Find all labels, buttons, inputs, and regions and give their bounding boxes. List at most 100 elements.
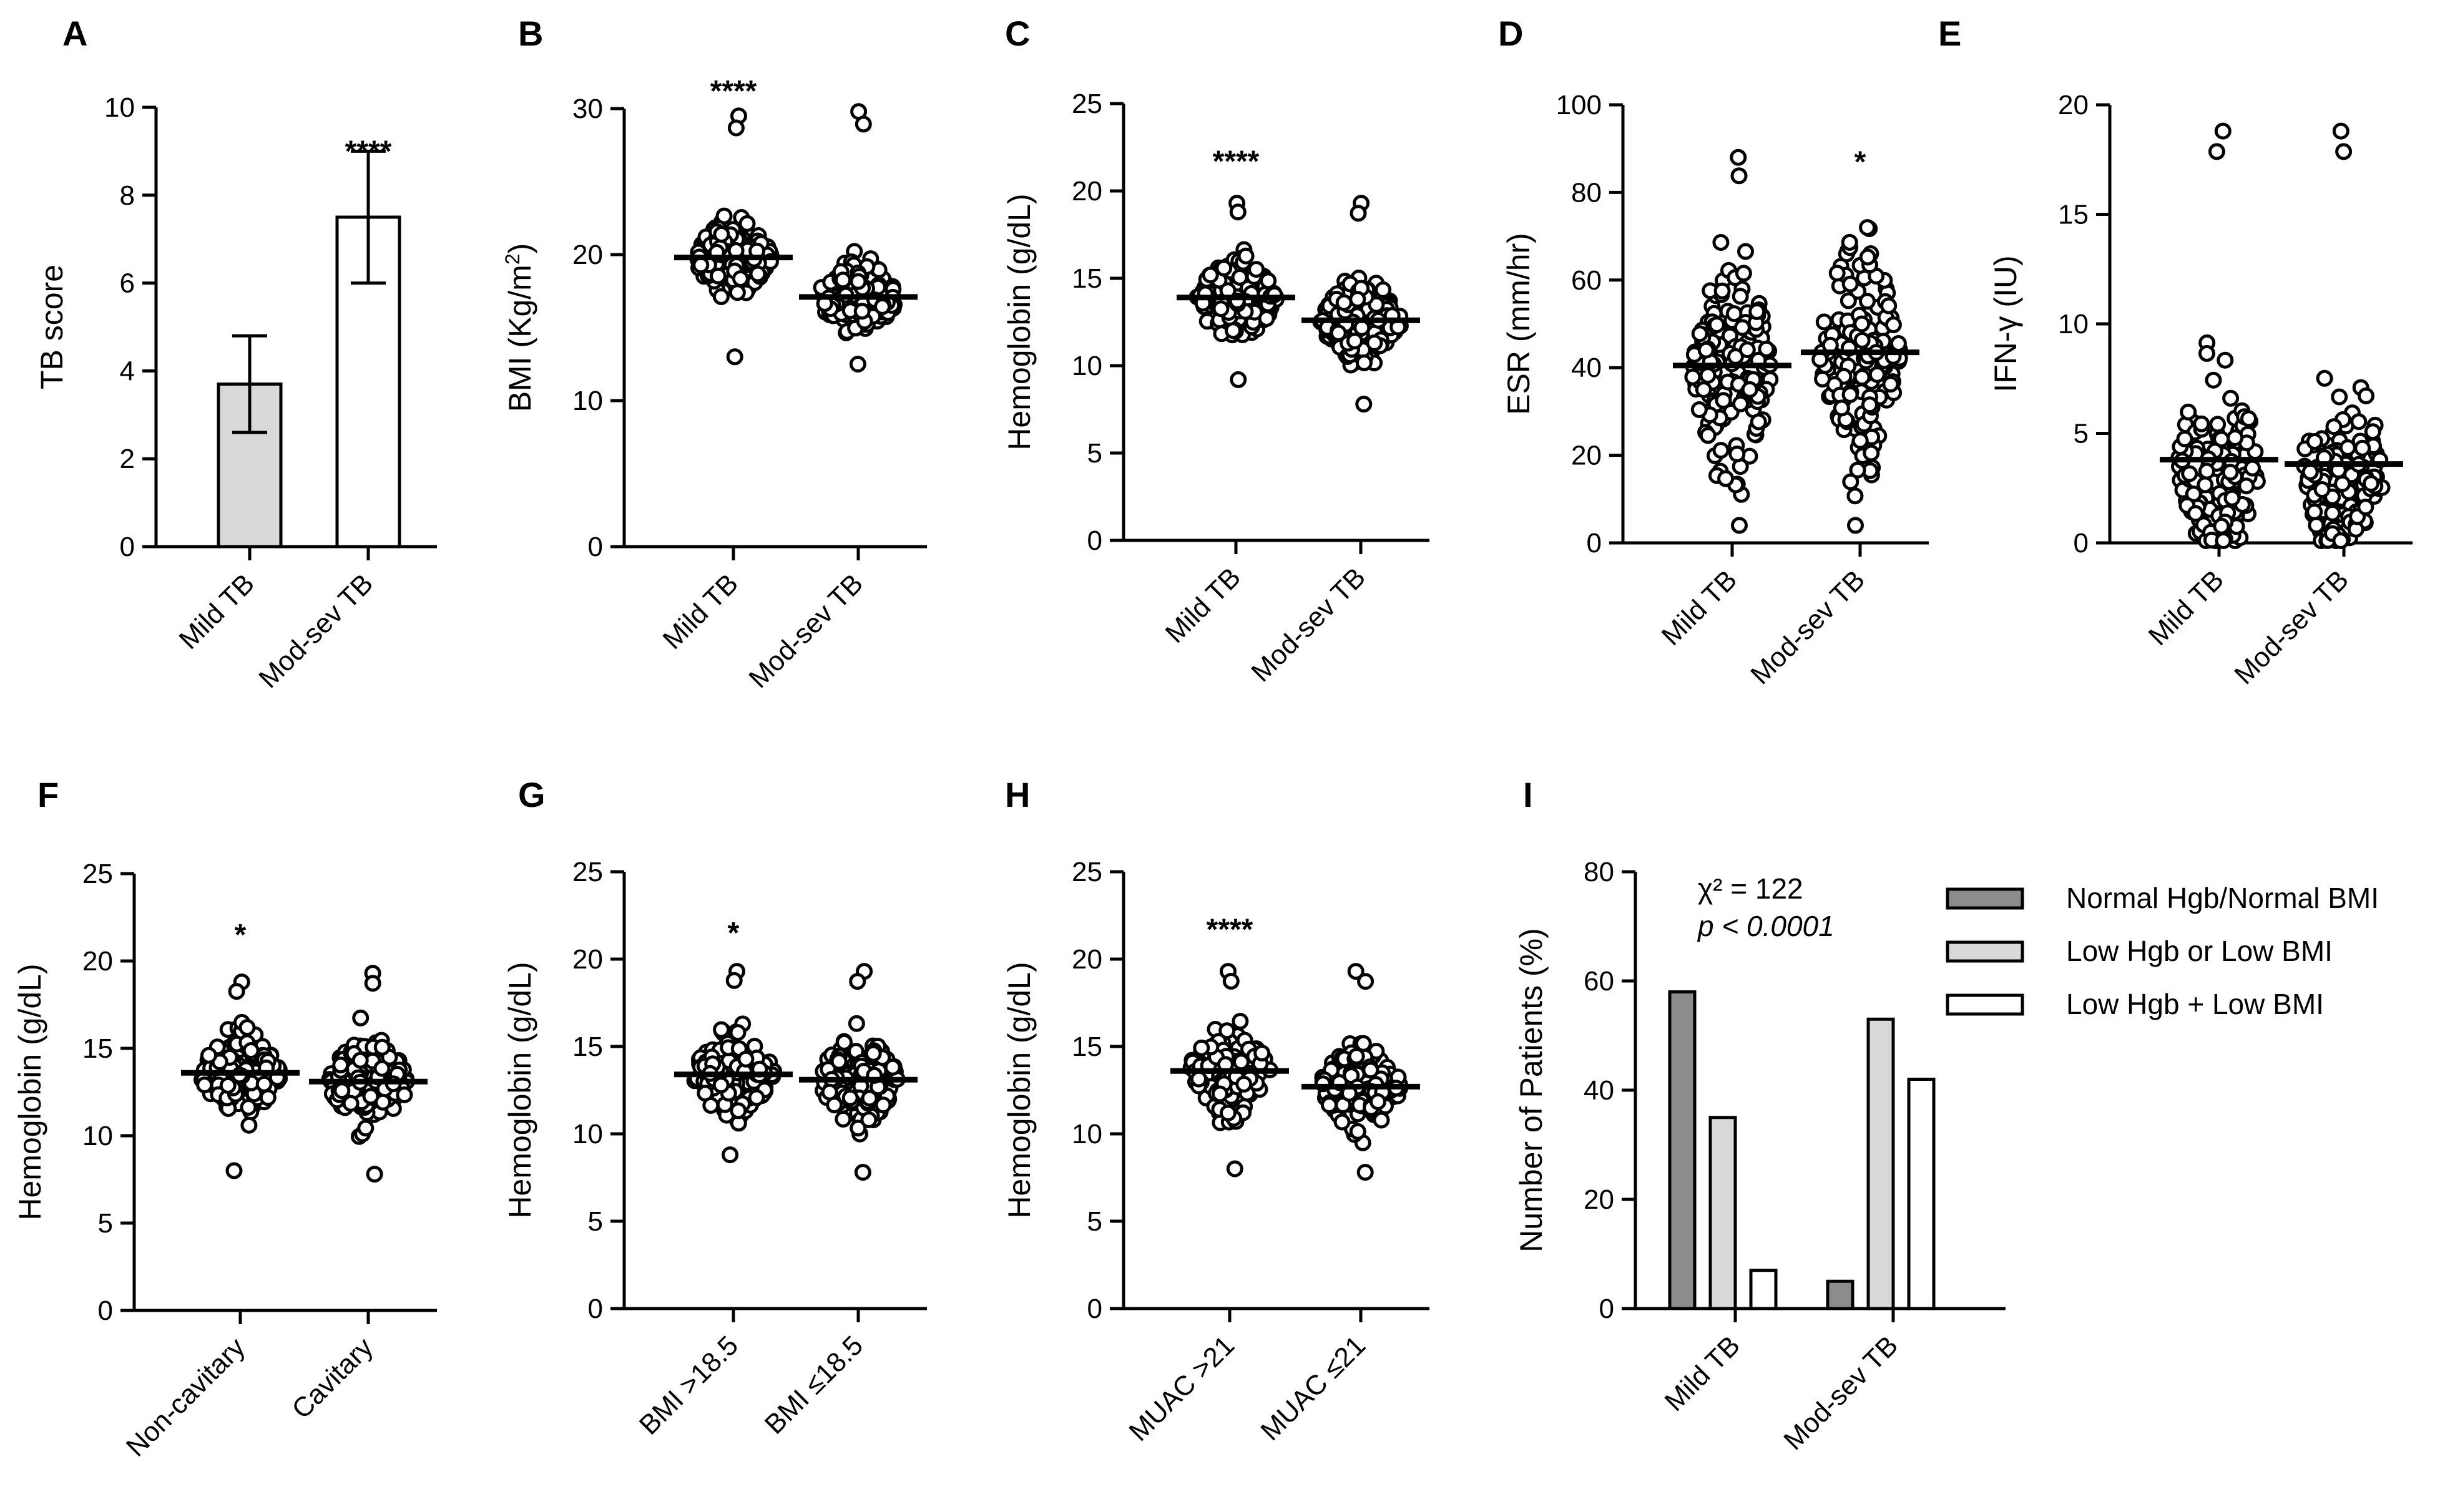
data-point [1758,340,1775,358]
y-tick-label: 20 [1072,176,1102,207]
y-tick-label: 0 [120,532,135,562]
data-point [2193,415,2210,432]
data-point [2215,532,2232,549]
panel-h: H 0 5 10 15 20 25 Hemoglobin (g/dL) MUAC >21 MUAC… [1002,775,1429,1447]
data-point [373,1038,391,1056]
data-point [1853,331,1871,349]
data-point [1880,297,1898,315]
y-tick-label: 80 [1584,857,1614,887]
data-point [1884,316,1902,333]
data-point [2209,416,2227,433]
data-point [2301,463,2319,480]
x-tick-label: Non-cavitary [120,1332,251,1462]
data-point [1697,341,1715,359]
data-point [1212,300,1230,318]
x-tick-label: Mod-sev TB [253,568,379,694]
data-point [1193,1039,1210,1056]
y-tick-label: 25 [572,857,603,887]
data-point [2308,517,2325,534]
data-point [2223,489,2241,507]
data-point [1330,324,1347,342]
data-point [1226,1160,1243,1178]
data-point [850,273,867,290]
data-point [850,1119,867,1137]
legend-swatch [1946,887,2024,910]
data-point [1333,1113,1351,1131]
y-tick-label: 5 [588,1206,603,1237]
data-point [2364,423,2381,441]
y-tick-label: 30 [572,94,603,124]
y-tick-label: 0 [588,532,603,562]
significance-marker: * [1855,145,1866,178]
y-tick-label: 20 [572,240,603,270]
x-tick-label: MUAC ≤21 [1255,1330,1371,1446]
data-point [709,267,727,285]
data-point [1230,371,1247,388]
y-tick-label: 0 [98,1295,113,1326]
data-point [2222,389,2240,407]
data-point [364,975,381,992]
panel-letter: F [37,775,59,814]
bar [1866,1017,1895,1310]
y-tick-label: 15 [2058,200,2089,230]
data-point [357,1119,375,1137]
data-point [848,1015,865,1032]
y-axis-label-rest: ) [502,243,537,254]
y-tick-label: 20 [1072,944,1102,975]
legend-label: Low Hgb + Low BMI [2066,988,2324,1020]
bar [335,215,401,549]
y-axis-label: Hemoglobin (g/dL) [1002,962,1037,1218]
data-point [1699,427,1717,444]
data-point [1730,149,1747,166]
data-point [2331,388,2348,406]
y-tick-label: 10 [1072,1119,1102,1149]
y-axis-label: Hemoglobin (g/dL) [12,963,47,1220]
data-point [1841,386,1859,403]
data-point [712,1076,730,1094]
data-point [1355,396,1373,413]
data-point [1222,972,1240,990]
x-tick-label: Mod-sev TB [1778,1330,1904,1456]
y-axis-label: Number of Patients (%) [1514,928,1549,1252]
panel-letter: B [518,14,543,53]
data-point [849,356,866,373]
data-point [2325,418,2343,436]
data-point [2334,475,2351,492]
data-point [2205,371,2222,389]
data-point [2213,517,2230,535]
data-point [1357,973,1374,990]
data-point [1841,233,1858,251]
data-point [1356,1164,1374,1181]
data-point [2354,439,2371,457]
y-tick-label: 40 [1584,1075,1614,1106]
data-point [1369,1093,1386,1110]
data-point [1828,265,1846,282]
data-point [730,1102,747,1119]
y-axis-label: IFN-γ (IU) [1988,255,2023,392]
data-point [1219,1105,1237,1122]
data-point [373,1060,391,1077]
y-tick-label: 10 [2058,309,2089,339]
data-point [2313,481,2331,498]
data-point [1231,268,1248,286]
y-tick-label: 20 [1571,441,1602,471]
panel-letter: A [62,14,87,53]
data-point [865,1045,882,1062]
data-point [1841,275,1859,293]
data-point [1355,1035,1372,1052]
y-tick-label: 6 [120,268,135,299]
data-point [200,1046,217,1064]
significance-marker: **** [345,135,392,168]
data-point [1849,461,1866,479]
data-point [1847,517,1864,534]
panel-letter: D [1498,14,1523,53]
data-point [1218,1022,1236,1040]
y-tick-label: 5 [1087,438,1102,469]
data-point [2306,503,2323,520]
y-tick-label: 10 [82,1121,113,1151]
data-point [1730,167,1748,185]
data-point [1229,203,1247,221]
x-tick-label: Mild TB [2143,564,2230,651]
data-point [726,348,743,366]
